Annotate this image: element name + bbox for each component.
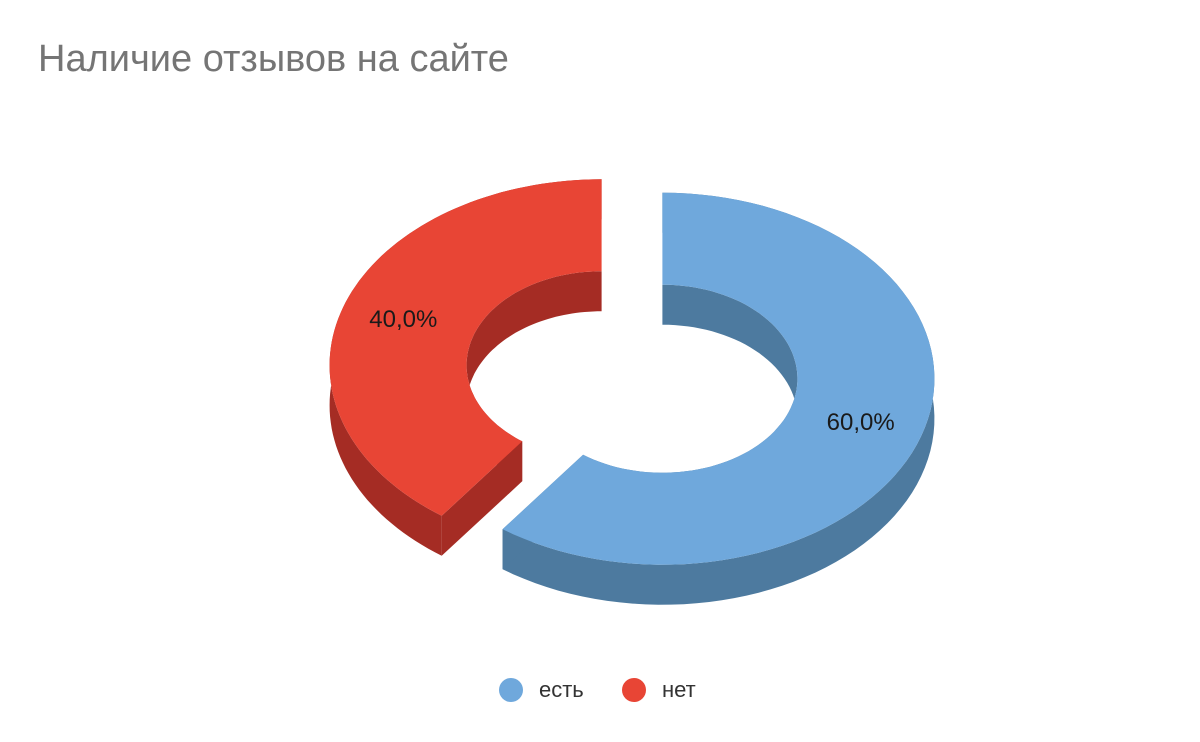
slice-2-start-face	[441, 441, 523, 556]
legend-swatch	[622, 678, 646, 702]
slice-2-value-label: 40,0%	[369, 306, 437, 333]
slice-1-value-label: 60,0%	[827, 409, 895, 436]
slice-1-top	[502, 192, 935, 565]
legend-label: есть	[539, 677, 584, 702]
legend-item-1: есть	[499, 677, 584, 702]
legend-swatch	[499, 678, 523, 702]
legend-item-2: нет	[622, 677, 696, 702]
chart-title: Наличие отзывов на сайте	[38, 38, 509, 80]
slices-layer	[329, 179, 935, 605]
value-labels: 60,0% 40,0%	[369, 306, 894, 436]
slice-1	[502, 192, 935, 605]
legend-label: нет	[662, 677, 696, 702]
slice-1-outer-wall	[502, 192, 935, 605]
legend: есть нет	[499, 677, 696, 702]
slice-2-top	[329, 179, 602, 516]
slice-2	[329, 179, 602, 556]
